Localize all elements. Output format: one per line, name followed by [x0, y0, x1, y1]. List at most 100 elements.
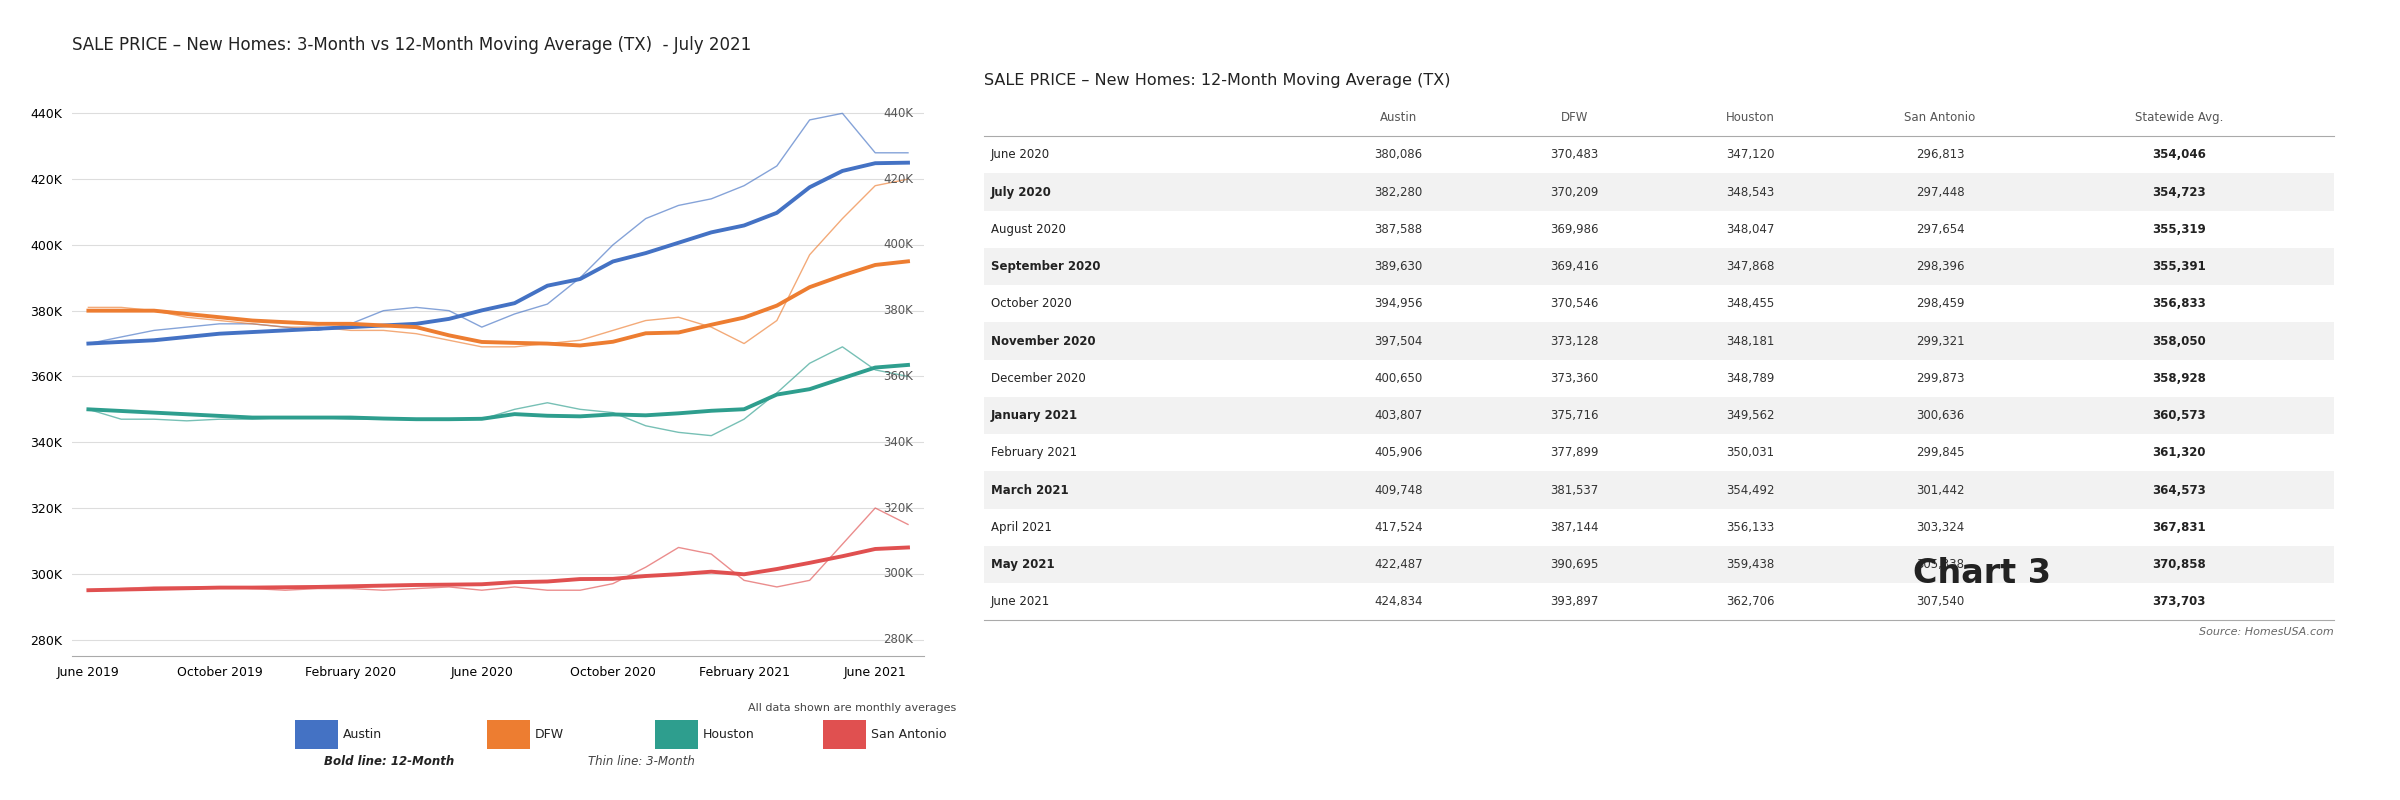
Text: 369,986: 369,986	[1550, 223, 1598, 236]
Text: 390,695: 390,695	[1550, 558, 1598, 571]
Text: 370,858: 370,858	[2153, 558, 2206, 571]
Text: 380K: 380K	[883, 304, 914, 317]
Text: 400K: 400K	[883, 238, 914, 251]
Text: 280K: 280K	[883, 633, 914, 646]
Text: 307,540: 307,540	[1915, 595, 1963, 608]
Text: 377,899: 377,899	[1550, 446, 1598, 459]
Text: 358,928: 358,928	[2153, 372, 2206, 385]
Text: Statewide Avg.: Statewide Avg.	[2136, 111, 2222, 124]
Text: November 2020: November 2020	[991, 334, 1094, 347]
Text: 360K: 360K	[883, 370, 914, 383]
Text: June 2021: June 2021	[991, 595, 1049, 608]
Text: Chart 3: Chart 3	[1913, 557, 2052, 590]
Text: 403,807: 403,807	[1375, 409, 1423, 422]
Text: December 2020: December 2020	[991, 372, 1085, 385]
Text: SALE PRICE – New Homes: 12-Month Moving Average (TX): SALE PRICE – New Homes: 12-Month Moving …	[984, 73, 1450, 88]
Text: 370,483: 370,483	[1550, 148, 1598, 162]
Text: August 2020: August 2020	[991, 223, 1066, 236]
Bar	[984, 546, 2333, 583]
Text: 361,320: 361,320	[2153, 446, 2206, 459]
Text: Austin: Austin	[1380, 111, 1416, 124]
Text: 400,650: 400,650	[1375, 372, 1423, 385]
Text: 394,956: 394,956	[1375, 298, 1423, 310]
Text: 370,546: 370,546	[1550, 298, 1598, 310]
Text: 297,654: 297,654	[1915, 223, 1963, 236]
Text: 382,280: 382,280	[1375, 186, 1423, 198]
Text: 305,338: 305,338	[1915, 558, 1963, 571]
Text: Source: HomesUSA.com: Source: HomesUSA.com	[2198, 627, 2333, 638]
Text: 348,181: 348,181	[1726, 334, 1774, 347]
Text: Thin line: 3-Month: Thin line: 3-Month	[588, 755, 696, 768]
Text: 405,906: 405,906	[1375, 446, 1423, 459]
Text: 387,144: 387,144	[1550, 521, 1598, 534]
Text: 393,897: 393,897	[1550, 595, 1598, 608]
Text: 348,047: 348,047	[1726, 223, 1774, 236]
Text: 397,504: 397,504	[1375, 334, 1423, 347]
Text: Bold line: 12-Month: Bold line: 12-Month	[324, 755, 454, 768]
Text: 417,524: 417,524	[1375, 521, 1423, 534]
Text: 359,438: 359,438	[1726, 558, 1774, 571]
Text: 440K: 440K	[883, 107, 914, 120]
Text: 380,086: 380,086	[1375, 148, 1423, 162]
Text: 347,120: 347,120	[1726, 148, 1774, 162]
Text: 387,588: 387,588	[1375, 223, 1423, 236]
Text: 299,845: 299,845	[1915, 446, 1963, 459]
Text: 296,813: 296,813	[1915, 148, 1963, 162]
Text: 355,319: 355,319	[2153, 223, 2206, 236]
Text: DFW: DFW	[1560, 111, 1589, 124]
Text: June 2020: June 2020	[991, 148, 1049, 162]
Text: 409,748: 409,748	[1375, 483, 1423, 497]
Text: May 2021: May 2021	[991, 558, 1054, 571]
Text: 301,442: 301,442	[1915, 483, 1963, 497]
Text: DFW: DFW	[535, 728, 564, 741]
Text: 369,416: 369,416	[1550, 260, 1598, 273]
Text: SALE PRICE – New Homes: 3-Month vs 12-Month Moving Average (TX)  - July 2021: SALE PRICE – New Homes: 3-Month vs 12-Mo…	[72, 36, 751, 54]
Bar	[984, 174, 2333, 210]
Text: 320K: 320K	[883, 502, 914, 514]
Text: 298,459: 298,459	[1915, 298, 1963, 310]
Bar	[984, 397, 2333, 434]
Text: January 2021: January 2021	[991, 409, 1078, 422]
Text: San Antonio: San Antonio	[871, 728, 946, 741]
Bar	[984, 471, 2333, 509]
Text: 373,360: 373,360	[1550, 372, 1598, 385]
Bar	[984, 322, 2333, 360]
Text: February 2021: February 2021	[991, 446, 1078, 459]
Text: 299,873: 299,873	[1915, 372, 1963, 385]
Text: July 2020: July 2020	[991, 186, 1051, 198]
Text: September 2020: September 2020	[991, 260, 1099, 273]
Text: March 2021: March 2021	[991, 483, 1068, 497]
Text: 349,562: 349,562	[1726, 409, 1774, 422]
Text: 356,133: 356,133	[1726, 521, 1774, 534]
Text: 364,573: 364,573	[2153, 483, 2206, 497]
Text: April 2021: April 2021	[991, 521, 1051, 534]
Text: 360,573: 360,573	[2153, 409, 2206, 422]
Text: 373,128: 373,128	[1550, 334, 1598, 347]
Text: 300,636: 300,636	[1915, 409, 1963, 422]
Text: 354,046: 354,046	[2153, 148, 2206, 162]
Text: 347,868: 347,868	[1726, 260, 1774, 273]
Text: 300K: 300K	[883, 567, 914, 580]
Text: 348,543: 348,543	[1726, 186, 1774, 198]
Text: 356,833: 356,833	[2153, 298, 2206, 310]
Text: 424,834: 424,834	[1375, 595, 1423, 608]
Text: 422,487: 422,487	[1375, 558, 1423, 571]
Text: 375,716: 375,716	[1550, 409, 1598, 422]
Text: 381,537: 381,537	[1550, 483, 1598, 497]
Text: 303,324: 303,324	[1915, 521, 1963, 534]
Text: San Antonio: San Antonio	[1903, 111, 1975, 124]
Text: 354,723: 354,723	[2153, 186, 2206, 198]
Text: 373,703: 373,703	[2153, 595, 2206, 608]
Text: October 2020: October 2020	[991, 298, 1070, 310]
Text: 340K: 340K	[883, 436, 914, 449]
Text: 350,031: 350,031	[1726, 446, 1774, 459]
Text: 367,831: 367,831	[2153, 521, 2206, 534]
Text: 298,396: 298,396	[1915, 260, 1963, 273]
Text: 297,448: 297,448	[1915, 186, 1963, 198]
Text: 348,789: 348,789	[1726, 372, 1774, 385]
Text: 362,706: 362,706	[1726, 595, 1774, 608]
Text: 358,050: 358,050	[2153, 334, 2206, 347]
Text: 370,209: 370,209	[1550, 186, 1598, 198]
Text: Houston: Houston	[703, 728, 756, 741]
Text: 354,492: 354,492	[1726, 483, 1774, 497]
